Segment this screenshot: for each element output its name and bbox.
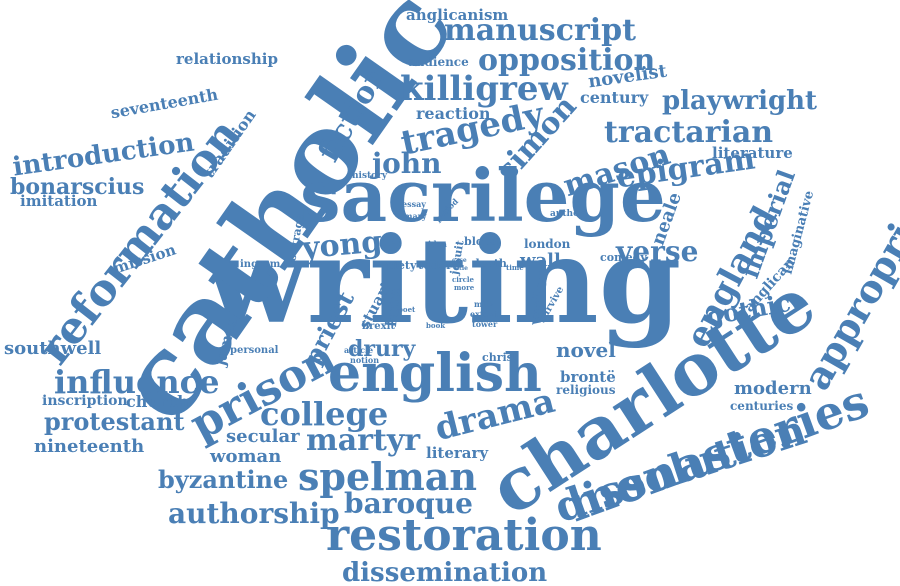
word-notion: notion bbox=[350, 355, 380, 365]
word-byzantine: byzantine bbox=[158, 465, 289, 494]
word-article: article bbox=[344, 345, 374, 355]
word-imitation: imitation bbox=[20, 192, 98, 210]
word-london: london bbox=[524, 237, 571, 251]
word-relationship: relationship bbox=[176, 50, 278, 68]
word-nineteenth: nineteenth bbox=[34, 436, 145, 457]
word-poet: poet bbox=[398, 305, 416, 314]
word-killigrew: killigrew bbox=[400, 69, 568, 109]
word-essay: essay bbox=[402, 199, 426, 209]
word-more: more bbox=[454, 283, 475, 292]
word-writing: writing bbox=[205, 211, 682, 350]
word-tractarian: tractarian bbox=[604, 115, 774, 150]
word-title: title bbox=[454, 265, 468, 272]
word-sacrilege: sacrilege bbox=[300, 153, 666, 238]
word-playwright: playwright bbox=[662, 86, 818, 116]
word-wall: wall bbox=[520, 250, 561, 271]
word-john: john bbox=[372, 147, 442, 180]
word-anglicanism: anglicanism bbox=[406, 6, 509, 24]
word-literary: literary bbox=[426, 444, 489, 462]
word-english: english bbox=[328, 343, 542, 404]
word-spelman: spelman bbox=[298, 454, 478, 499]
word-book: book bbox=[426, 321, 446, 330]
word-secular: secular bbox=[226, 426, 300, 447]
word-personal: personal bbox=[230, 345, 279, 356]
word-piety: piety bbox=[386, 259, 417, 272]
word-case: case bbox=[452, 257, 467, 264]
word-seventeenth: seventeenth bbox=[109, 84, 220, 123]
word-milk: milk bbox=[474, 299, 495, 309]
word-idea: idea bbox=[428, 239, 447, 249]
word-author: author bbox=[550, 209, 584, 219]
word-tudor: tudor bbox=[418, 259, 452, 272]
word-modern: modern bbox=[734, 378, 812, 399]
word-appropriation: appropriation bbox=[793, 120, 900, 398]
word-college: college bbox=[260, 395, 389, 433]
word-restoration: restoration bbox=[326, 510, 602, 561]
word-influence: influence bbox=[54, 363, 220, 401]
word-martyr: martyr bbox=[306, 423, 421, 458]
word-inscription: inscription bbox=[42, 393, 128, 409]
word-comedy: comedy bbox=[600, 251, 647, 264]
word-authorship: authorship bbox=[168, 497, 340, 530]
word-brexit: brexit bbox=[362, 321, 396, 332]
word-bonarscius: bonarscius bbox=[10, 174, 145, 200]
word-opposition: opposition bbox=[478, 43, 656, 78]
word-dissemination: dissemination bbox=[342, 558, 548, 586]
word-centuries: centuries bbox=[730, 399, 794, 413]
word-religious: religious bbox=[556, 383, 616, 397]
word-southwell: southwell bbox=[4, 338, 102, 359]
word-protestant: protestant bbox=[44, 407, 185, 436]
word-circle: circle bbox=[452, 275, 474, 284]
word-manuscript: manuscript bbox=[444, 13, 636, 48]
word-death: death bbox=[472, 257, 507, 270]
word-tower: tower bbox=[472, 319, 498, 329]
word-literature: literature bbox=[712, 144, 793, 162]
word-bront-: brontë bbox=[560, 368, 616, 386]
word-church: church bbox=[126, 392, 189, 411]
word-verse: verse bbox=[616, 235, 699, 268]
word-reaction: reaction bbox=[416, 104, 491, 123]
word-mary: mary bbox=[404, 211, 427, 221]
word-christ: christ bbox=[482, 351, 518, 364]
word-blood: blood bbox=[464, 235, 499, 248]
word-century: century bbox=[580, 88, 649, 107]
word-drury: drury bbox=[348, 336, 416, 362]
word-ingram: ingram bbox=[240, 259, 281, 270]
word-baroque: baroque bbox=[344, 487, 473, 520]
word-woman: woman bbox=[210, 446, 282, 467]
word-novel: novel bbox=[556, 338, 616, 362]
word-extent: extent bbox=[470, 309, 499, 319]
word-audience: audience bbox=[408, 55, 469, 69]
word-time: time bbox=[506, 263, 524, 272]
word-history: history bbox=[352, 171, 388, 181]
